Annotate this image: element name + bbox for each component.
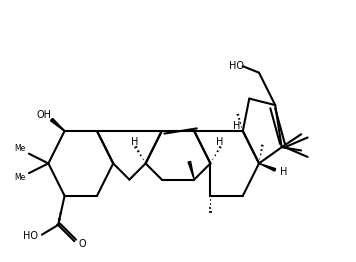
Text: H: H	[131, 137, 138, 147]
Text: Me: Me	[14, 144, 26, 153]
Text: HO: HO	[23, 231, 38, 241]
Text: OH: OH	[36, 110, 51, 120]
Polygon shape	[188, 161, 194, 180]
Text: HO: HO	[229, 61, 244, 71]
Text: H: H	[279, 167, 287, 177]
Text: Me: Me	[14, 173, 26, 183]
Text: H: H	[216, 137, 224, 147]
Text: O: O	[79, 239, 86, 249]
Polygon shape	[51, 118, 64, 131]
Text: H: H	[232, 121, 240, 131]
Polygon shape	[259, 163, 276, 171]
